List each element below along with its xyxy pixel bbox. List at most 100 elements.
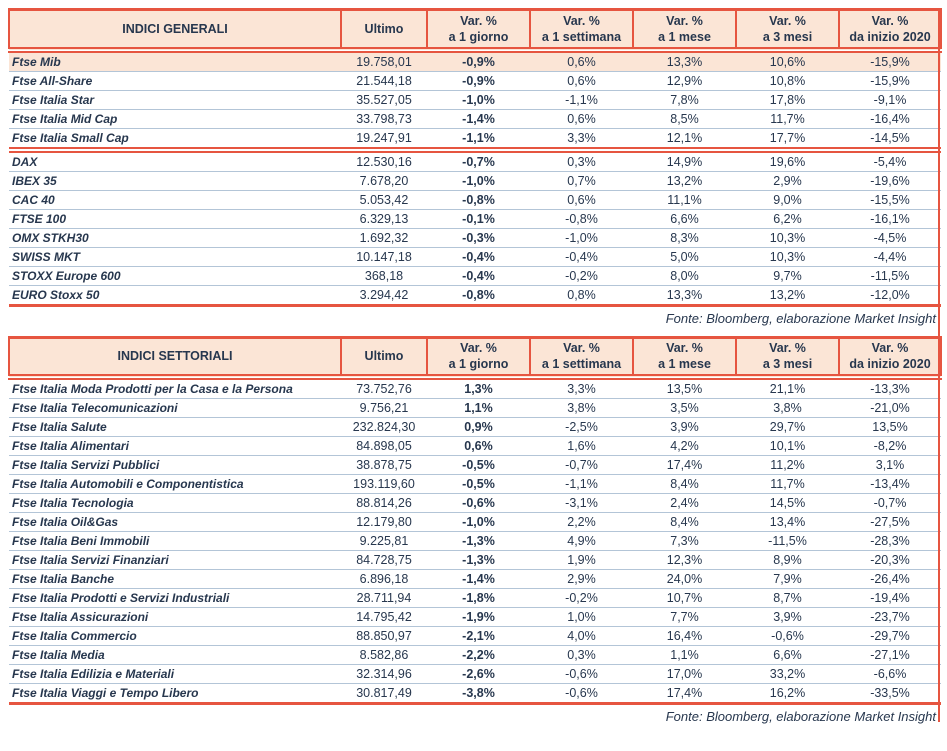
var-percent-cell: -13,4% [839, 474, 941, 494]
var-percent-cell: 3,8% [530, 398, 633, 418]
var-percent-cell: -0,1% [427, 209, 530, 229]
var-percent-cell: 14,5% [736, 493, 839, 513]
var-percent-cell: 6,6% [736, 645, 839, 665]
var-percent-cell: 3,3% [530, 128, 633, 153]
var-percent-cell: 8,4% [633, 474, 736, 494]
var-percent-cell: 1,6% [530, 436, 633, 456]
var-percent-cell: 4,2% [633, 436, 736, 456]
indici-generali-table: INDICI GENERALI Ultimo Var. % a 1 giorno Var… [8, 8, 942, 307]
var-percent-cell: 2,4% [633, 493, 736, 513]
column-header-line1: Var. % [563, 341, 600, 356]
ultimo-value-cell: 6.329,13 [341, 209, 427, 229]
var-percent-cell: 16,2% [736, 683, 839, 705]
column-header-line2: a 3 mesi [762, 29, 813, 44]
var-percent-cell: 19,6% [736, 149, 839, 172]
table-row: OMX STKH30 1.692,32 -0,3% -1,0% 8,3% 10,3% -4,… [9, 228, 941, 248]
column-header-var: Var. % da inizio 2020 [838, 335, 942, 380]
var-percent-cell: -1,0% [427, 512, 530, 532]
index-name-cell: SWISS MKT [9, 247, 341, 267]
var-percent-cell: 3,3% [530, 377, 633, 399]
ultimo-value-cell: 14.795,42 [341, 607, 427, 627]
index-name-cell: Ftse Italia Servizi Pubblici [9, 455, 341, 475]
var-percent-cell: -16,4% [839, 109, 941, 129]
index-name-cell: Ftse All-Share [9, 71, 341, 91]
var-percent-cell: -0,6% [736, 626, 839, 646]
column-header-var: Var. % a 1 mese [632, 335, 736, 380]
column-header-var: Var. % a 3 mesi [735, 8, 839, 53]
var-percent-cell: -21,0% [839, 398, 941, 418]
ultimo-value-cell: 84.898,05 [341, 436, 427, 456]
var-percent-cell: -1,4% [427, 569, 530, 589]
var-percent-cell: -1,3% [427, 550, 530, 570]
table-row: Ftse Italia Tecnologia 88.814,26 -0,6% -3,1… [9, 493, 941, 513]
index-name-cell: Ftse Italia Servizi Finanziari [9, 550, 341, 570]
var-percent-cell: 14,9% [633, 149, 736, 172]
var-percent-cell: 10,3% [736, 247, 839, 267]
var-percent-cell: 9,0% [736, 190, 839, 210]
table-row: SWISS MKT 10.147,18 -0,4% -0,4% 5,0% 10,3% -4,… [9, 247, 941, 267]
var-percent-cell: 17,0% [633, 664, 736, 684]
var-percent-cell: 7,9% [736, 569, 839, 589]
var-percent-cell: 10,8% [736, 71, 839, 91]
var-percent-cell: -4,5% [839, 228, 941, 248]
index-name-cell: STOXX Europe 600 [9, 266, 341, 286]
index-name-cell: Ftse Italia Mid Cap [9, 109, 341, 129]
index-name-cell: FTSE 100 [9, 209, 341, 229]
index-name-cell: OMX STKH30 [9, 228, 341, 248]
var-percent-cell: 1,1% [633, 645, 736, 665]
index-name-cell: Ftse Mib [9, 49, 341, 72]
index-name-cell: Ftse Italia Star [9, 90, 341, 110]
column-header-ultimo: Ultimo [340, 8, 427, 53]
ultimo-value-cell: 21.544,18 [341, 71, 427, 91]
ultimo-value-cell: 19.247,91 [341, 128, 427, 153]
column-header-line1: Var. % [563, 13, 600, 28]
var-percent-cell: 11,2% [736, 455, 839, 475]
var-percent-cell: -0,7% [530, 455, 633, 475]
index-name-cell: Ftse Italia Edilizia e Materiali [9, 664, 341, 684]
table-row: Ftse Italia Salute 232.824,30 0,9% -2,5% 3,9… [9, 417, 941, 437]
var-percent-cell: 11,1% [633, 190, 736, 210]
var-percent-cell: -19,6% [839, 171, 941, 191]
index-name-cell: Ftse Italia Tecnologia [9, 493, 341, 513]
table-row: Ftse Italia Alimentari 84.898,05 0,6% 1,6% 4… [9, 436, 941, 456]
index-name-cell: Ftse Italia Prodotti e Servizi Industria… [9, 588, 341, 608]
var-percent-cell: 6,2% [736, 209, 839, 229]
table-row: Ftse Italia Commercio 88.850,97 -2,1% 4,0% 1… [9, 626, 941, 646]
var-percent-cell: -3,8% [427, 683, 530, 705]
table-row: Ftse Italia Servizi Pubblici 38.878,75 -0,… [9, 455, 941, 475]
var-percent-cell: -0,8% [427, 285, 530, 307]
var-percent-cell: 7,7% [633, 607, 736, 627]
var-percent-cell: 0,6% [530, 109, 633, 129]
indici-settoriali-table: INDICI SETTORIALI Ultimo Var. % a 1 giorno V… [8, 335, 942, 705]
var-percent-cell: 0,6% [530, 49, 633, 72]
var-percent-cell: 13,4% [736, 512, 839, 532]
var-percent-cell: 4,9% [530, 531, 633, 551]
var-percent-cell: -6,6% [839, 664, 941, 684]
var-percent-cell: 12,3% [633, 550, 736, 570]
ultimo-value-cell: 12.530,16 [341, 149, 427, 172]
table-title: INDICI GENERALI [8, 8, 341, 53]
var-percent-cell: -15,5% [839, 190, 941, 210]
var-percent-cell: 3,8% [736, 398, 839, 418]
index-name-cell: Ftse Italia Assicurazioni [9, 607, 341, 627]
var-percent-cell: -12,0% [839, 285, 941, 307]
ultimo-value-cell: 38.878,75 [341, 455, 427, 475]
table-row: DAX 12.530,16 -0,7% 0,3% 14,9% 19,6% -5,4% [9, 149, 941, 172]
var-percent-cell: 8,9% [736, 550, 839, 570]
index-name-cell: IBEX 35 [9, 171, 341, 191]
ultimo-value-cell: 12.179,80 [341, 512, 427, 532]
var-percent-cell: -2,2% [427, 645, 530, 665]
index-name-cell: Ftse Italia Automobili e Componentistica [9, 474, 341, 494]
var-percent-cell: -23,7% [839, 607, 941, 627]
var-percent-cell: 3,1% [839, 455, 941, 475]
var-percent-cell: -0,5% [427, 474, 530, 494]
column-header-line2: a 1 mese [658, 357, 711, 372]
var-percent-cell: -11,5% [839, 266, 941, 286]
var-percent-cell: -0,6% [427, 493, 530, 513]
index-name-cell: Ftse Italia Commercio [9, 626, 341, 646]
var-percent-cell: -0,6% [530, 664, 633, 684]
header-row: INDICI GENERALI Ultimo Var. % a 1 giorno Var… [8, 8, 942, 53]
var-percent-cell: 0,6% [427, 436, 530, 456]
var-percent-cell: 8,4% [633, 512, 736, 532]
var-percent-cell: 9,7% [736, 266, 839, 286]
